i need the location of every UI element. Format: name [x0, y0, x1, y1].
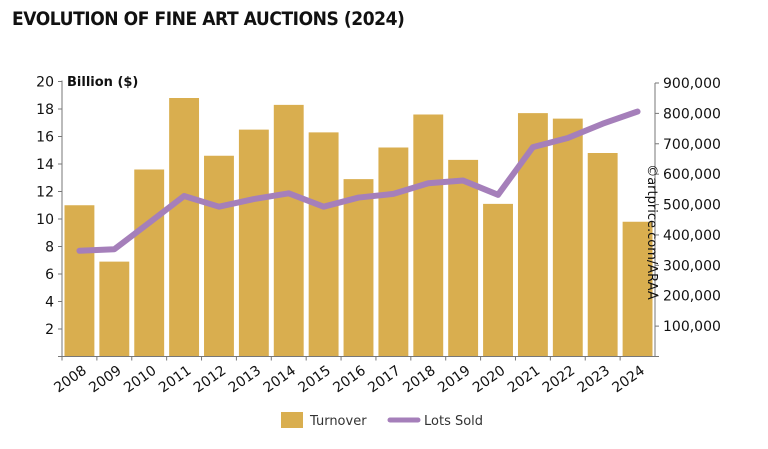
y-tick-label: 14 — [36, 157, 54, 173]
legend: Turnover Lots Sold — [281, 412, 483, 429]
y-tick-label: 6 — [45, 267, 54, 283]
bar-2009 — [99, 261, 130, 357]
y2-tick-label: 200,000 — [663, 289, 721, 305]
legend-label-turnover: Turnover — [309, 414, 367, 429]
watermark: ©artprice.com/ARAA — [644, 164, 659, 300]
x-tick-label: 2008 — [51, 363, 89, 397]
chart-title: EVOLUTION OF FINE ART AUCTIONS (2024) — [12, 8, 405, 30]
bar-2015 — [308, 132, 339, 357]
x-tick-label: 2023 — [575, 363, 613, 397]
y2-tick-label: 800,000 — [663, 106, 721, 122]
y-tick-label: 10 — [36, 212, 54, 228]
bar-2011 — [169, 98, 200, 357]
y2-tick-label: 600,000 — [663, 167, 721, 183]
bar-2020 — [483, 203, 513, 357]
y-tick-label: 20 — [36, 75, 54, 91]
x-tick-label: 2015 — [296, 363, 334, 397]
y-axis-label: Billion ($) — [67, 75, 138, 90]
x-tick-label: 2018 — [400, 363, 438, 397]
x-tick-label: 2009 — [86, 363, 124, 397]
x-tick-label: 2019 — [435, 363, 473, 397]
x-tick-label: 2022 — [540, 363, 578, 397]
x-tick-label: 2016 — [330, 363, 368, 397]
bar-2018 — [413, 114, 444, 357]
bar-2023 — [587, 153, 618, 357]
y-tick-label: 12 — [36, 185, 54, 201]
y2-tick-label: 400,000 — [663, 228, 721, 244]
bar-2022 — [552, 118, 583, 357]
bar-2024 — [622, 221, 653, 357]
x-tick-label: 2017 — [365, 363, 403, 397]
bar-2021 — [517, 113, 548, 357]
x-tick-label: 2014 — [261, 363, 299, 397]
y-tick-label: 8 — [45, 240, 54, 256]
bar-2013 — [238, 129, 269, 357]
bar-2016 — [343, 179, 374, 357]
y-tick-label: 18 — [36, 102, 54, 118]
x-tick-label: 2011 — [156, 363, 194, 397]
bar-2014 — [273, 104, 304, 357]
bar-2017 — [378, 147, 409, 357]
bar-2010 — [134, 169, 165, 357]
y-tick-label: 16 — [36, 130, 54, 146]
bar-2012 — [204, 155, 234, 357]
legend-label-lots-sold: Lots Sold — [424, 414, 483, 429]
y2-tick-label: 100,000 — [663, 319, 721, 335]
y2-tick-label: 700,000 — [663, 137, 721, 153]
x-tick-label: 2010 — [121, 363, 159, 397]
y2-tick-label: 900,000 — [663, 76, 721, 92]
x-tick-label: 2024 — [609, 363, 647, 397]
y-tick-label: 4 — [45, 295, 54, 311]
x-tick-label: 2021 — [505, 363, 543, 397]
x-tick-label: 2012 — [191, 363, 229, 397]
x-tick-label: 2020 — [470, 363, 508, 397]
bar-2019 — [448, 159, 479, 357]
x-tick-label: 2013 — [226, 363, 264, 397]
y-tick-label: 2 — [45, 322, 54, 338]
y2-tick-label: 500,000 — [663, 198, 721, 214]
y2-tick-label: 300,000 — [663, 258, 721, 274]
legend-swatch-turnover — [281, 412, 303, 428]
bar-2008 — [64, 205, 95, 357]
